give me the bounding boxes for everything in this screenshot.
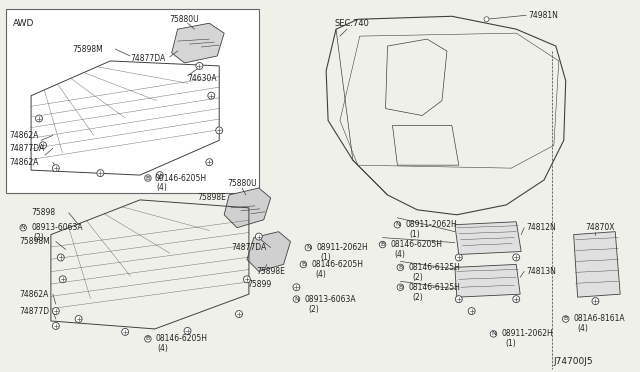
Text: (1): (1) [320, 253, 331, 262]
Text: 08146-6205H: 08146-6205H [156, 334, 208, 343]
Text: J74700J5: J74700J5 [554, 357, 593, 366]
Circle shape [75, 315, 82, 323]
Text: (2): (2) [308, 305, 319, 314]
Circle shape [156, 171, 163, 179]
Circle shape [40, 142, 47, 149]
Circle shape [36, 115, 42, 122]
Text: 08146-6205H: 08146-6205H [311, 260, 364, 269]
Text: AWD: AWD [13, 19, 35, 28]
Text: 74630A: 74630A [188, 74, 217, 83]
Text: 00146-6205H: 00146-6205H [155, 174, 207, 183]
Text: 08913-6063A: 08913-6063A [305, 295, 356, 304]
Text: 08911-2062H: 08911-2062H [501, 329, 553, 339]
Text: 75880U: 75880U [170, 15, 199, 24]
Circle shape [513, 296, 520, 303]
Text: 08911-2062H: 08911-2062H [405, 220, 457, 229]
Circle shape [184, 327, 191, 334]
Circle shape [255, 233, 262, 240]
Circle shape [206, 159, 212, 166]
Text: (1): (1) [410, 230, 420, 239]
Polygon shape [455, 222, 521, 254]
Circle shape [196, 62, 203, 69]
Text: (4): (4) [394, 250, 405, 259]
Text: (4): (4) [157, 183, 168, 192]
Text: (2): (2) [33, 233, 44, 242]
Text: (4): (4) [578, 324, 589, 333]
Text: 74870X: 74870X [586, 223, 615, 232]
Circle shape [97, 170, 104, 177]
Circle shape [293, 284, 300, 291]
Text: N: N [20, 225, 26, 230]
Text: 75898E: 75898E [257, 267, 285, 276]
Text: 74862A: 74862A [10, 158, 38, 167]
Circle shape [60, 276, 66, 283]
Text: N: N [395, 222, 400, 227]
Text: (2): (2) [412, 273, 423, 282]
Circle shape [216, 127, 223, 134]
Text: 75899: 75899 [247, 280, 271, 289]
Polygon shape [573, 232, 620, 297]
Text: 08911-2062H: 08911-2062H [316, 243, 368, 252]
Polygon shape [455, 264, 520, 297]
Text: SEC.740: SEC.740 [334, 19, 369, 28]
Text: B: B [146, 336, 150, 341]
Text: B: B [564, 317, 568, 321]
Circle shape [513, 254, 520, 261]
Circle shape [484, 17, 489, 22]
Text: (1): (1) [506, 339, 516, 348]
Polygon shape [224, 188, 271, 228]
Text: (2): (2) [412, 293, 423, 302]
Circle shape [52, 323, 60, 330]
Text: N: N [491, 331, 496, 336]
Text: (4): (4) [158, 344, 169, 353]
Circle shape [243, 276, 250, 283]
Circle shape [236, 311, 243, 318]
Text: B: B [398, 265, 403, 270]
Text: 74862A: 74862A [10, 131, 38, 140]
Text: 74877DA: 74877DA [231, 243, 266, 252]
Text: 081A6-8161A: 081A6-8161A [573, 314, 625, 324]
Text: 74981N: 74981N [528, 11, 558, 20]
Text: 74877D: 74877D [19, 307, 49, 315]
Circle shape [592, 298, 599, 305]
Polygon shape [172, 23, 224, 63]
Circle shape [468, 308, 475, 315]
Bar [6, 9, 259, 193]
Circle shape [122, 328, 129, 336]
Text: 75880U: 75880U [227, 179, 257, 187]
Circle shape [58, 254, 64, 261]
Polygon shape [247, 232, 291, 271]
Circle shape [455, 254, 462, 261]
Text: (4): (4) [316, 270, 326, 279]
Text: 08146-6205H: 08146-6205H [390, 240, 442, 249]
Text: 74877DA: 74877DA [10, 144, 45, 153]
Text: 75898M: 75898M [19, 237, 50, 246]
Text: N: N [294, 296, 299, 302]
Text: 74813N: 74813N [526, 267, 556, 276]
Text: N: N [306, 245, 310, 250]
Text: 74877DA: 74877DA [130, 54, 165, 64]
Text: B: B [380, 242, 385, 247]
Text: B: B [398, 285, 403, 290]
Text: B: B [301, 262, 305, 267]
Text: 08913-6063A: 08913-6063A [31, 223, 83, 232]
Text: 75898E: 75898E [197, 193, 227, 202]
Text: 08146-6125H: 08146-6125H [408, 263, 460, 272]
Text: 74812N: 74812N [526, 223, 556, 232]
Text: B: B [146, 176, 150, 180]
Text: 74862A: 74862A [19, 290, 49, 299]
Text: 75898M: 75898M [73, 45, 104, 54]
Circle shape [52, 308, 60, 315]
Circle shape [455, 296, 462, 303]
Text: 08146-6125H: 08146-6125H [408, 283, 460, 292]
Circle shape [208, 92, 215, 99]
Circle shape [52, 165, 60, 171]
Text: 75898: 75898 [31, 208, 55, 217]
